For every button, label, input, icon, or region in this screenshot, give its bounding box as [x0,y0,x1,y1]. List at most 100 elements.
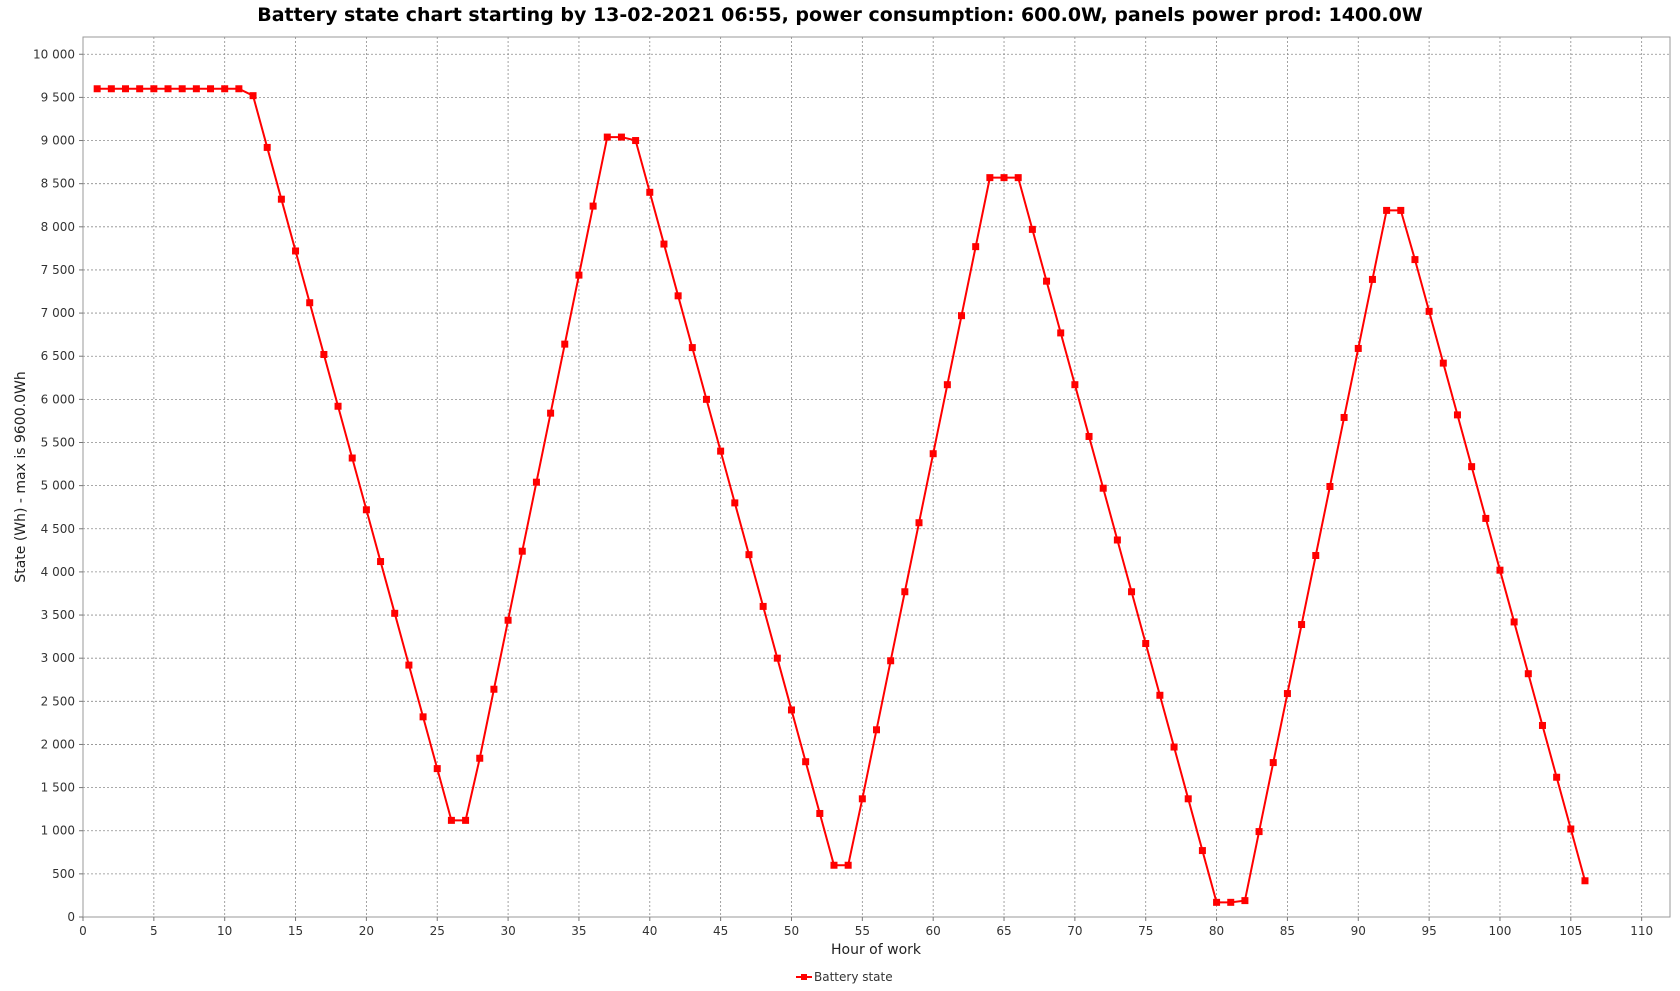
y-tick-label: 10 000 [33,47,75,61]
x-tick-label: 50 [784,924,799,938]
x-tick-label: 10 [217,924,232,938]
battery-state-point [1028,225,1036,233]
battery-state-point [405,661,413,669]
battery-state-point [1482,514,1490,522]
x-tick-label: 70 [1067,924,1082,938]
battery-state-point [943,381,951,389]
y-tick-label: 7 000 [41,306,75,320]
battery-state-point [263,143,271,151]
y-tick-label: 0 [67,910,75,924]
battery-state-point [1553,773,1561,781]
y-tick-label: 4 000 [41,565,75,579]
x-tick-label: 25 [430,924,445,938]
battery-state-point [391,609,399,617]
x-tick-label: 75 [1138,924,1153,938]
battery-state-point [1383,206,1391,214]
battery-state-point [802,758,810,766]
battery-state-point [1496,566,1504,574]
battery-state-point [518,547,526,555]
battery-state-point [1255,828,1263,836]
y-tick-label: 9 000 [41,134,75,148]
y-tick-label: 5 000 [41,479,75,493]
battery-state-point [221,85,229,93]
battery-state-point [1071,381,1079,389]
battery-state-point [207,85,215,93]
battery-state-point [504,616,512,624]
battery-state-point [1085,432,1093,440]
battery-state-point [1000,174,1008,182]
battery-state-point [1312,552,1320,560]
y-tick-label: 8 000 [41,220,75,234]
chart-title: Battery state chart starting by 13-02-20… [257,4,1423,26]
battery-state-point [632,137,640,145]
y-tick-label: 3 500 [41,608,75,622]
battery-state-point [858,795,866,803]
battery-state-point [164,85,172,93]
battery-state-point [292,247,300,255]
y-tick-label: 2 500 [41,694,75,708]
battery-state-point [688,344,696,352]
battery-state-point [929,450,937,458]
battery-state-point [1227,898,1235,906]
battery-state-point [1368,275,1376,283]
legend-label: Battery state [814,970,893,984]
battery-state-point [759,602,767,610]
battery-state-point [1340,413,1348,421]
battery-state-point [830,861,838,869]
y-tick-label: 7 500 [41,263,75,277]
battery-state-point [122,85,130,93]
battery-state-point [1184,795,1192,803]
battery-state-point [745,551,753,559]
battery-state-point [306,299,314,307]
battery-state-point [986,174,994,182]
x-tick-label: 85 [1280,924,1295,938]
y-tick-label: 8 500 [41,177,75,191]
battery-state-point [1411,256,1419,264]
battery-state-point [1354,344,1362,352]
battery-state-point [377,558,385,566]
battery-state-point [1113,536,1121,544]
battery-state-point [717,447,725,455]
x-tick-label: 100 [1489,924,1512,938]
y-tick-label: 500 [52,867,75,881]
battery-state-point [1538,721,1546,729]
battery-state-point [972,243,980,251]
battery-state-point [958,312,966,320]
battery-state-point [873,726,880,734]
battery-state-point [702,395,710,403]
y-tick-label: 2 000 [41,737,75,751]
grid-lines [83,37,1670,917]
battery-state-point [277,195,285,203]
battery-state-point [1510,618,1518,626]
battery-state-point [1213,898,1221,906]
y-tick-label: 1 500 [41,781,75,795]
battery-state-point [334,402,342,410]
x-tick-label: 40 [642,924,657,938]
battery-state-point [787,706,795,714]
battery-state-point [887,657,895,665]
y-tick-label: 4 500 [41,522,75,536]
legend-marker [801,974,807,980]
battery-state-point [249,92,257,100]
battery-state-point [1397,206,1405,214]
x-tick-label: 60 [926,924,941,938]
battery-state-point [1269,759,1277,767]
battery-state-point [1198,847,1206,855]
battery-state-point [1014,174,1022,182]
legend: Battery state [796,970,893,984]
battery-state-point [646,188,654,196]
battery-state-point [1326,482,1334,490]
battery-state-point [816,809,824,817]
battery-state-point [1283,690,1291,698]
x-tick-label: 15 [288,924,303,938]
battery-state-point [419,713,427,721]
series-battery-state [93,85,1589,906]
x-tick-label: 20 [359,924,374,938]
battery-state-point [1241,897,1249,905]
battery-state-point [915,519,923,527]
battery-state-point [901,588,909,596]
battery-state-point [107,85,115,93]
battery-state-point [1099,484,1107,492]
y-tick-label: 6 500 [41,349,75,363]
